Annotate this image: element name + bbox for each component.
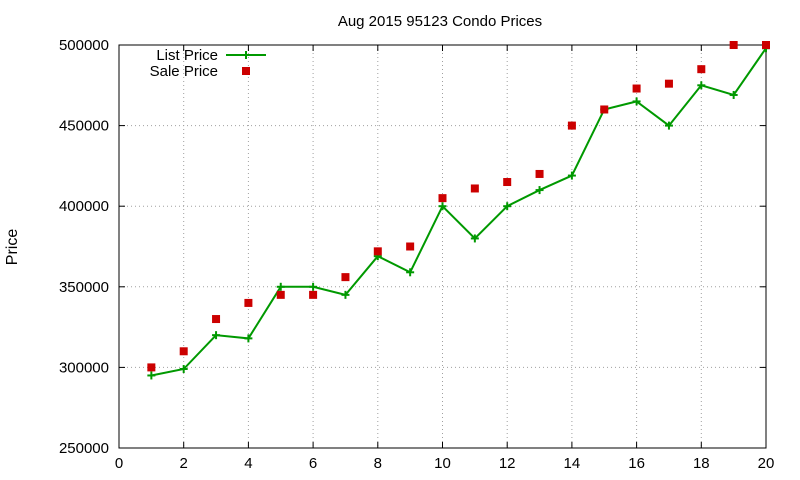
data-point-marker [664, 79, 673, 88]
data-point-marker [244, 334, 253, 343]
data-point-marker [309, 282, 318, 291]
x-axis-ticks: 0 2 4 6 8 10 12 14 16 18 20 [115, 45, 775, 472]
data-point-marker [697, 81, 706, 90]
x-tick-label: 20 [758, 455, 775, 472]
x-tick-label: 2 [180, 455, 188, 472]
x-tick-label: 16 [628, 455, 645, 472]
x-tick-label: 10 [434, 455, 451, 472]
grid-lines [119, 45, 766, 448]
data-point-marker [567, 171, 576, 180]
y-tick-label: 350000 [59, 279, 109, 296]
data-point-marker [276, 290, 285, 299]
series-layer [147, 41, 770, 380]
data-point-marker [470, 184, 479, 193]
y-tick-label: 400000 [59, 198, 109, 215]
chart-title: Aug 2015 95123 Condo Prices [338, 13, 542, 30]
data-point-marker [373, 247, 382, 256]
x-tick-label: 6 [309, 455, 317, 472]
data-point-marker [535, 169, 544, 178]
y-tick-label: 450000 [59, 118, 109, 135]
data-point-marker [729, 90, 738, 99]
x-tick-label: 18 [693, 455, 710, 472]
x-tick-label: 12 [499, 455, 516, 472]
data-point-marker [212, 315, 221, 324]
data-point-marker [179, 365, 188, 374]
data-point-marker [179, 347, 188, 356]
data-point-marker [567, 121, 576, 130]
y-tick-label: 250000 [59, 440, 109, 457]
legend-swatch-marker [242, 51, 250, 59]
data-point-marker [729, 41, 738, 49]
series-line [151, 47, 767, 377]
data-point-marker [503, 202, 512, 211]
legend-label: Sale Price [150, 63, 218, 80]
y-axis-ticks: 250000 300000 350000 400000 450000 500000 [59, 37, 766, 457]
y-tick-label: 300000 [59, 359, 109, 376]
y-tick-label: 500000 [59, 37, 109, 54]
series-sale-price [147, 41, 770, 372]
data-point-marker [406, 242, 415, 251]
legend-swatch-marker [242, 67, 250, 75]
data-point-marker [406, 268, 415, 277]
data-point-marker [341, 273, 350, 282]
x-tick-label: 0 [115, 455, 123, 472]
data-point-marker [438, 194, 447, 203]
data-point-marker [697, 65, 706, 74]
data-point-marker [762, 41, 770, 49]
data-point-marker [276, 282, 285, 291]
data-point-marker [632, 84, 641, 93]
x-tick-label: 4 [244, 455, 252, 472]
data-point-marker [632, 97, 641, 106]
data-point-marker [600, 105, 609, 114]
data-point-marker [438, 202, 447, 211]
data-point-marker [212, 331, 221, 340]
data-point-marker [309, 290, 318, 299]
data-point-marker [664, 121, 673, 130]
data-point-marker [147, 363, 156, 372]
data-point-marker [341, 290, 350, 299]
series-list-price [147, 44, 770, 380]
data-point-marker [244, 298, 253, 307]
x-tick-label: 14 [564, 455, 581, 472]
data-point-marker [535, 186, 544, 195]
data-point-marker [147, 371, 156, 380]
legend-label: List Price [156, 47, 218, 64]
data-point-marker [503, 178, 512, 187]
data-point-marker [470, 234, 479, 243]
y-axis-label: Price [4, 229, 21, 266]
x-tick-label: 8 [374, 455, 382, 472]
